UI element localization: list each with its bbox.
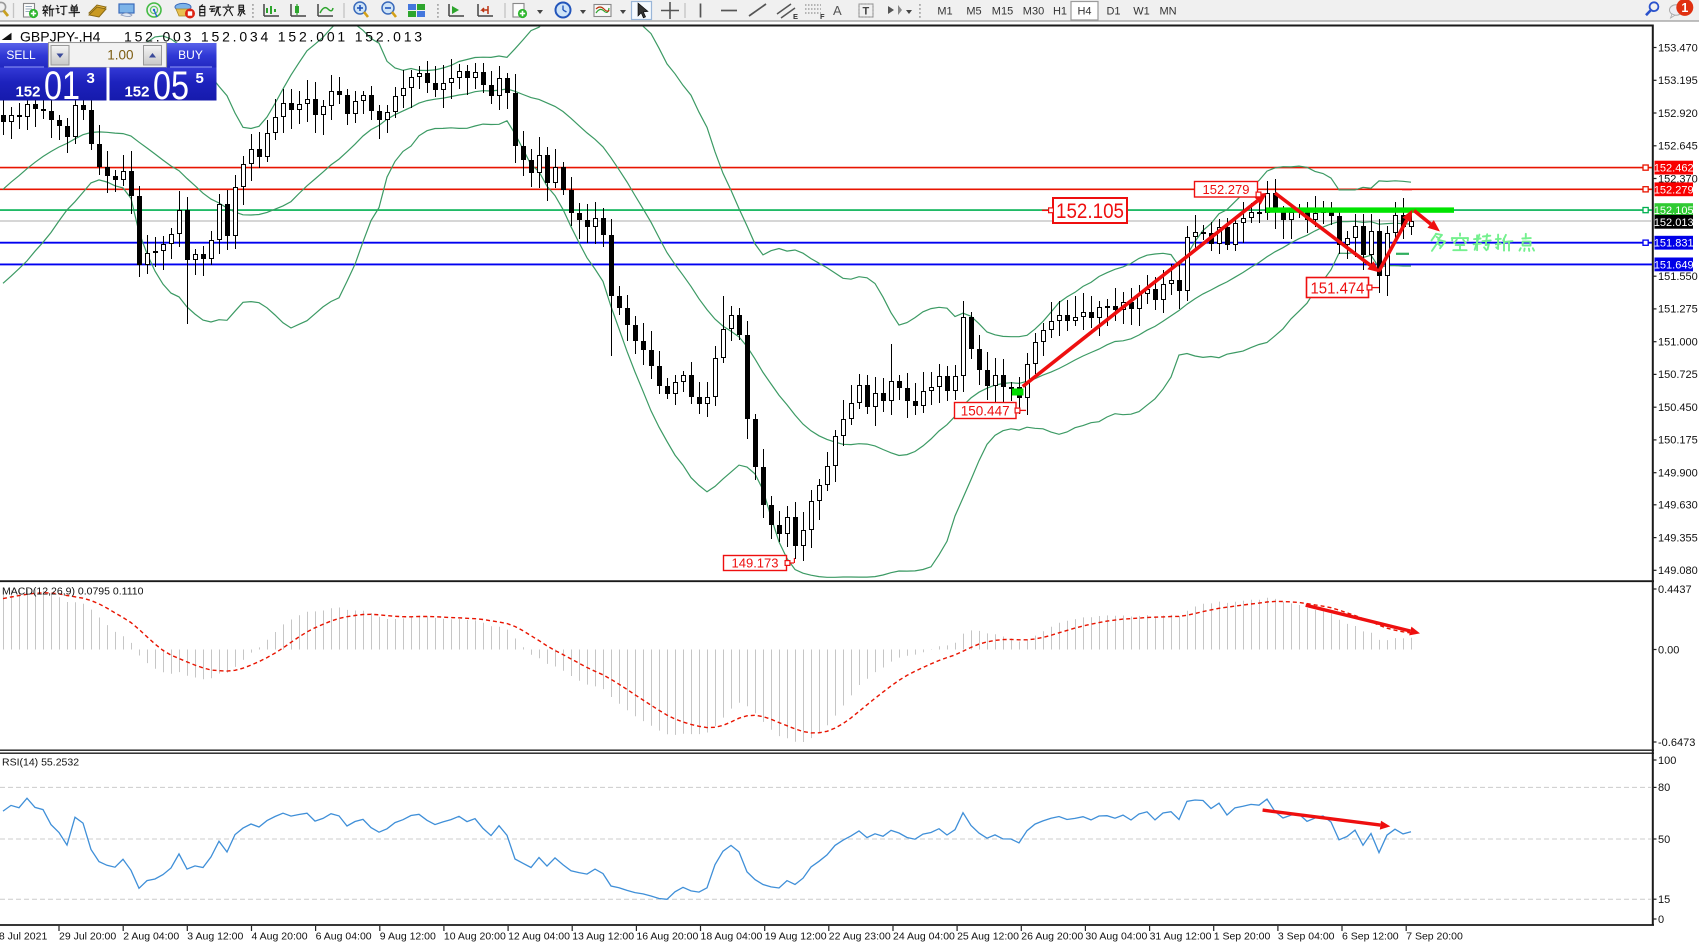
svg-text:151.550: 151.550 [1658,271,1698,283]
svg-text:10 Aug 20:00: 10 Aug 20:00 [444,931,506,943]
svg-text:152: 152 [15,84,40,101]
svg-text:4 Aug 20:00: 4 Aug 20:00 [252,931,308,943]
svg-text:W1: W1 [1133,6,1150,18]
svg-text:26 Aug 20:00: 26 Aug 20:00 [1021,931,1083,943]
svg-text:9 Aug 12:00: 9 Aug 12:00 [380,931,436,943]
svg-text:80: 80 [1658,782,1670,794]
svg-text:151.649: 151.649 [1654,259,1694,271]
svg-text:153.195: 153.195 [1658,75,1698,87]
svg-text:24 Aug 04:00: 24 Aug 04:00 [893,931,955,943]
svg-text:18 Aug 04:00: 18 Aug 04:00 [701,931,763,943]
svg-text:05: 05 [153,64,189,108]
svg-text:50: 50 [1658,834,1670,846]
svg-text:150.725: 150.725 [1658,369,1698,381]
svg-text:BUY: BUY [178,48,203,62]
svg-text:M5: M5 [966,6,981,18]
svg-text:0.00: 0.00 [1658,644,1679,656]
svg-text:100: 100 [1658,755,1676,767]
svg-text:M30: M30 [1023,6,1044,18]
svg-text:01: 01 [44,64,80,108]
svg-text:16 Aug 20:00: 16 Aug 20:00 [636,931,698,943]
svg-text:149.900: 149.900 [1658,468,1698,480]
svg-text:RSI(14) 55.2532: RSI(14) 55.2532 [2,757,79,769]
svg-text:D1: D1 [1106,6,1120,18]
svg-text:3 Sep 04:00: 3 Sep 04:00 [1278,931,1335,943]
svg-text:151.000: 151.000 [1658,337,1698,349]
svg-text:7 Sep 20:00: 7 Sep 20:00 [1406,931,1463,943]
svg-text:15: 15 [1658,894,1670,906]
svg-text:151.831: 151.831 [1654,238,1694,250]
svg-text:152.462: 152.462 [1654,163,1694,175]
svg-text:T: T [863,6,870,18]
svg-text:GBPJPY-,H4: GBPJPY-,H4 [20,29,101,45]
svg-text:152.003 152.034 152.001 152.01: 152.003 152.034 152.001 152.013 [124,29,425,45]
svg-text:25 Aug 12:00: 25 Aug 12:00 [957,931,1019,943]
svg-text:28 Jul 2021: 28 Jul 2021 [0,931,47,943]
svg-text:1: 1 [1681,1,1688,15]
svg-text:151.275: 151.275 [1658,304,1698,316]
svg-text:F: F [820,12,825,21]
svg-text:152.105: 152.105 [1056,200,1124,223]
svg-text:152.013: 152.013 [1654,217,1694,229]
svg-text:5: 5 [196,70,204,87]
svg-text:152.279: 152.279 [1654,184,1694,196]
svg-text:152: 152 [124,84,149,101]
svg-text:152.920: 152.920 [1658,108,1698,120]
svg-text:1.00: 1.00 [107,47,133,62]
svg-text:152.370: 152.370 [1658,173,1698,185]
svg-text:0.4437: 0.4437 [1658,584,1692,596]
svg-text:6 Aug 04:00: 6 Aug 04:00 [316,931,372,943]
svg-text:31 Aug 12:00: 31 Aug 12:00 [1150,931,1212,943]
svg-text:6 Sep 12:00: 6 Sep 12:00 [1342,931,1399,943]
svg-text:152.279: 152.279 [1203,182,1250,197]
svg-text:12 Aug 04:00: 12 Aug 04:00 [508,931,570,943]
svg-text:3 Aug 12:00: 3 Aug 12:00 [187,931,243,943]
svg-text:MACD(12,26,9) 0.0795 0.1110: MACD(12,26,9) 0.0795 0.1110 [2,586,144,598]
svg-text:149.173: 149.173 [732,556,779,571]
svg-text:H4: H4 [1077,6,1091,18]
svg-text:0: 0 [1658,914,1664,926]
svg-text:150.175: 150.175 [1658,435,1698,447]
svg-text:151.474: 151.474 [1311,280,1365,297]
svg-text:19 Aug 12:00: 19 Aug 12:00 [765,931,827,943]
svg-text:152.645: 152.645 [1658,141,1698,153]
svg-text:22 Aug 23:00: 22 Aug 23:00 [829,931,891,943]
svg-text:149.080: 149.080 [1658,565,1698,577]
svg-text:M1: M1 [937,6,952,18]
svg-text:13 Aug 12:00: 13 Aug 12:00 [572,931,634,943]
svg-text:H1: H1 [1053,6,1067,18]
svg-text:149.355: 149.355 [1658,532,1698,544]
svg-text:29 Jul 20:00: 29 Jul 20:00 [59,931,116,943]
svg-text:2 Aug 04:00: 2 Aug 04:00 [123,931,179,943]
svg-text:E: E [793,12,798,21]
svg-text:150.447: 150.447 [961,403,1010,418]
svg-text:1 Sep 20:00: 1 Sep 20:00 [1214,931,1271,943]
svg-text:149.630: 149.630 [1658,500,1698,512]
svg-text:SELL: SELL [6,48,36,62]
svg-text:152.105: 152.105 [1654,205,1694,217]
svg-text:MN: MN [1159,6,1176,18]
svg-text:3: 3 [87,70,95,87]
svg-text:150.450: 150.450 [1658,402,1698,414]
svg-text:-0.6473: -0.6473 [1658,737,1695,749]
svg-text:A: A [833,3,842,18]
svg-text:30 Aug 04:00: 30 Aug 04:00 [1085,931,1147,943]
svg-text:153.470: 153.470 [1658,42,1698,54]
svg-text:M15: M15 [992,6,1013,18]
